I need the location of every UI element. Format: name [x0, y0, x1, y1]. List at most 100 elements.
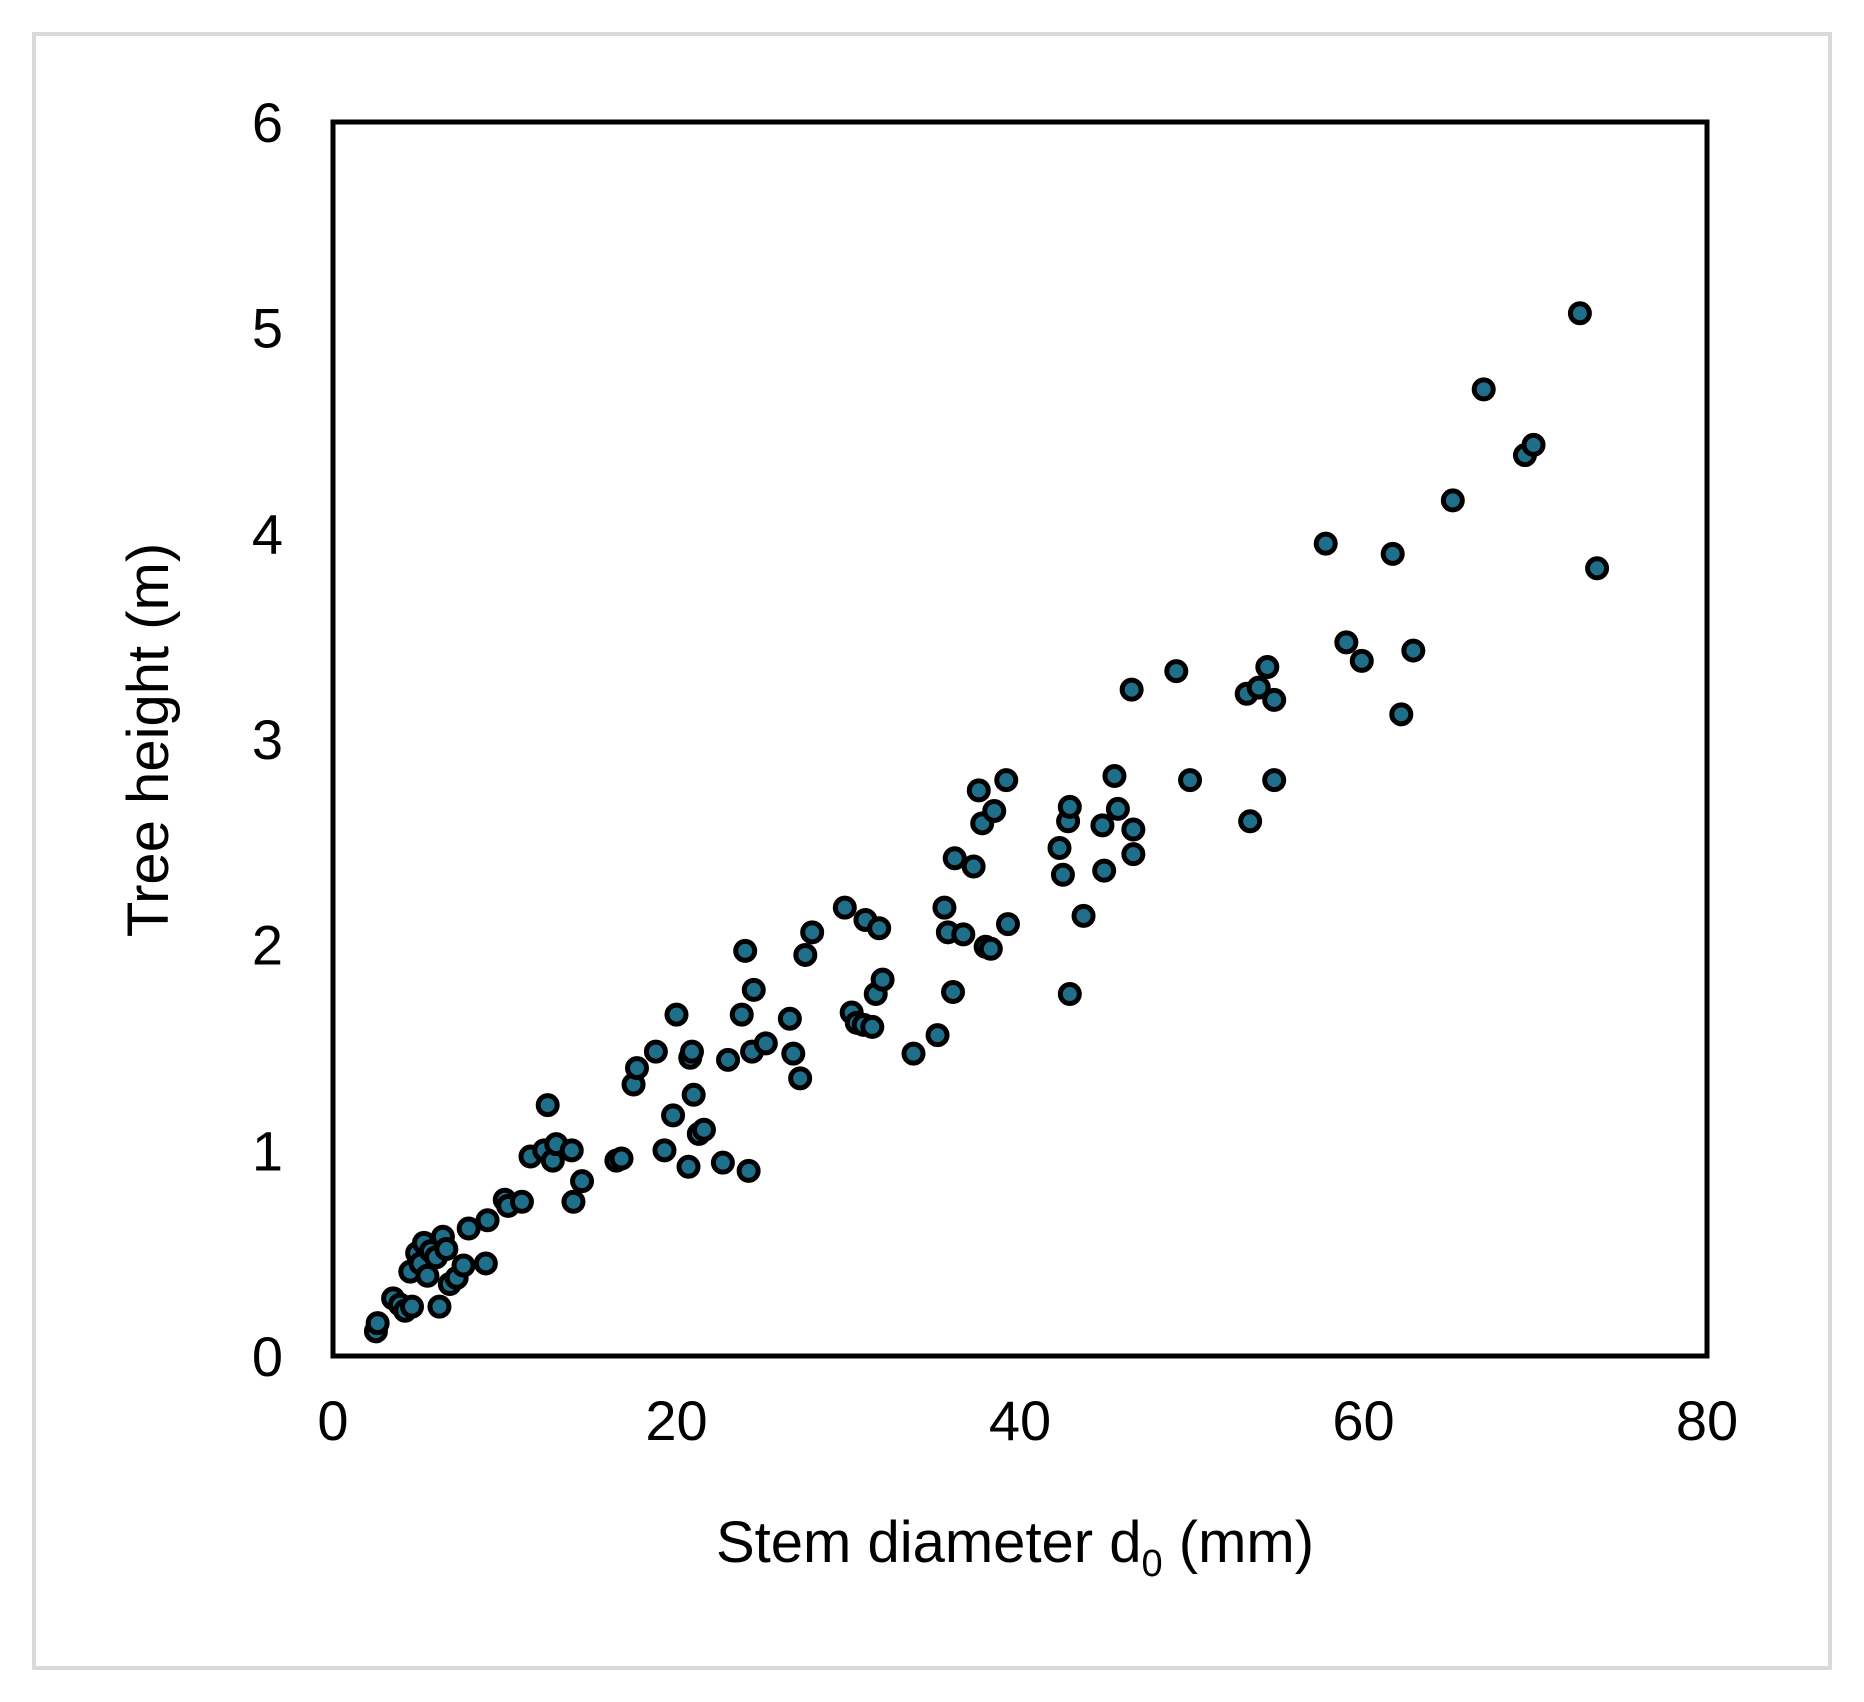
x-tick-labels: 0 20 40 60 80: [317, 1389, 1738, 1452]
data-point: [995, 912, 1020, 937]
data-point: [1389, 702, 1414, 727]
data-point: [860, 1014, 885, 1039]
data-point: [1102, 764, 1127, 789]
data-points: [363, 301, 1610, 1344]
data-point: [867, 916, 892, 941]
data-point: [691, 1117, 716, 1142]
y-tick-label: 0: [252, 1325, 283, 1388]
data-point: [982, 798, 1007, 823]
x-tick-label: 0: [317, 1389, 348, 1452]
data-point: [1255, 655, 1280, 680]
data-point: [609, 1146, 634, 1171]
data-point: [777, 1006, 802, 1031]
data-point: [1121, 842, 1146, 867]
data-point: [570, 1169, 595, 1194]
data-point: [736, 1158, 761, 1183]
data-point: [1246, 675, 1271, 700]
x-axis-label: Stem diameter d0 (mm): [716, 1510, 1314, 1585]
data-point: [661, 1103, 686, 1128]
data-point: [1092, 858, 1117, 883]
data-point: [994, 768, 1019, 793]
data-point: [925, 1023, 950, 1048]
data-point: [679, 1039, 704, 1064]
data-point: [733, 938, 758, 963]
x-tick-label: 80: [1676, 1389, 1738, 1452]
data-point: [753, 1031, 778, 1056]
data-point: [1313, 531, 1338, 556]
data-point: [978, 936, 1003, 961]
data-point: [1349, 648, 1374, 673]
data-point: [1047, 836, 1072, 861]
data-point: [1334, 630, 1359, 655]
data-point: [451, 1253, 476, 1278]
data-point: [652, 1138, 677, 1163]
data-point: [932, 895, 957, 920]
x-axis-label-main: Stem diameter d: [716, 1510, 1142, 1575]
data-point: [473, 1251, 498, 1276]
data-point: [961, 854, 986, 879]
data-point: [1164, 659, 1189, 684]
data-point: [800, 920, 825, 945]
data-point: [535, 1093, 560, 1118]
data-point: [1105, 796, 1130, 821]
data-point: [624, 1056, 649, 1081]
plot-area: [330, 119, 1710, 1359]
data-point: [729, 1002, 754, 1027]
data-point: [1585, 556, 1610, 581]
data-point: [1178, 768, 1203, 793]
data-point: [832, 895, 857, 920]
data-point: [1050, 862, 1075, 887]
data-point: [400, 1294, 425, 1319]
data-point: [365, 1311, 390, 1336]
data-point: [1401, 638, 1426, 663]
data-point: [643, 1039, 668, 1064]
data-point: [415, 1263, 440, 1288]
x-tick-label: 20: [645, 1389, 707, 1452]
data-point: [434, 1237, 459, 1262]
x-axis-label-subscript: 0: [1142, 1543, 1163, 1585]
x-tick-label: 60: [1332, 1389, 1394, 1452]
data-point: [951, 922, 976, 947]
data-point: [1057, 794, 1082, 819]
x-axis-label-unit: (mm): [1163, 1510, 1314, 1575]
data-point: [741, 977, 766, 1002]
data-point: [1471, 377, 1496, 402]
data-point: [676, 1154, 701, 1179]
y-tick-labels: 0 1 2 3 4 5 6: [252, 91, 283, 1388]
data-point: [941, 979, 966, 1004]
data-point: [509, 1189, 534, 1214]
data-point: [1090, 813, 1115, 838]
data-point: [870, 967, 895, 992]
y-axis-label: Tree height (m): [116, 543, 181, 937]
data-point: [1521, 432, 1546, 457]
data-point: [1262, 687, 1287, 712]
data-point: [710, 1150, 735, 1175]
y-tick-label: 3: [252, 708, 283, 771]
data-point: [427, 1294, 452, 1319]
data-point: [1567, 301, 1592, 326]
data-point: [788, 1066, 813, 1091]
x-tick-label: 40: [989, 1389, 1051, 1452]
data-point: [1119, 677, 1144, 702]
data-point: [681, 1082, 706, 1107]
data-point: [781, 1041, 806, 1066]
data-point: [1121, 817, 1146, 842]
data-point: [901, 1041, 926, 1066]
data-point: [1238, 809, 1263, 834]
data-point: [966, 778, 991, 803]
data-point: [1057, 982, 1082, 1007]
data-point: [456, 1216, 481, 1241]
data-point: [559, 1138, 584, 1163]
data-point: [793, 942, 818, 967]
data-point: [942, 846, 967, 871]
data-point: [1440, 488, 1465, 513]
data-point: [1380, 541, 1405, 566]
data-point: [475, 1208, 500, 1233]
y-tick-label: 4: [252, 502, 283, 565]
data-point: [716, 1047, 741, 1072]
data-point: [1071, 903, 1096, 928]
y-tick-label: 1: [252, 1119, 283, 1182]
y-tick-label: 6: [252, 91, 283, 154]
y-tick-label: 2: [252, 914, 283, 977]
